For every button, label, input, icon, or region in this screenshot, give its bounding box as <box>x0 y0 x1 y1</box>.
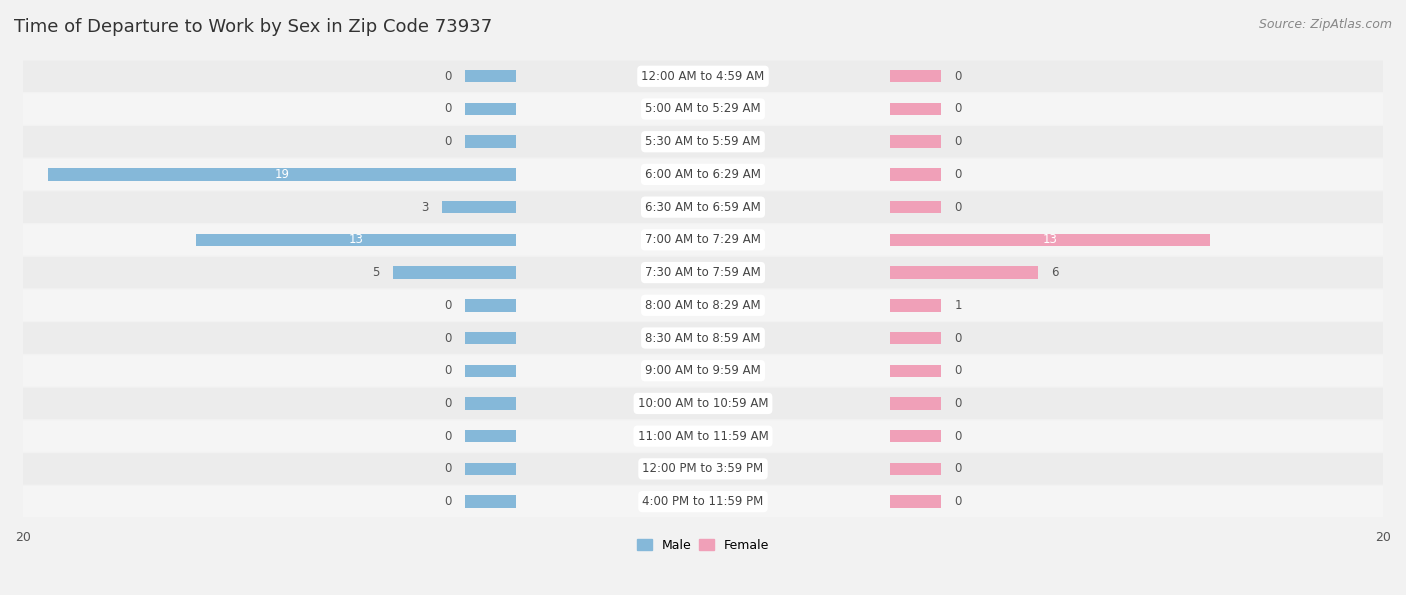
Text: 0: 0 <box>955 495 962 508</box>
Text: 0: 0 <box>444 135 451 148</box>
Bar <box>890 397 941 409</box>
FancyBboxPatch shape <box>6 224 1400 256</box>
Bar <box>890 332 941 345</box>
FancyBboxPatch shape <box>6 421 1400 452</box>
Text: 8:30 AM to 8:59 AM: 8:30 AM to 8:59 AM <box>645 331 761 345</box>
Text: 0: 0 <box>444 102 451 115</box>
Text: 11:00 AM to 11:59 AM: 11:00 AM to 11:59 AM <box>638 430 768 443</box>
Bar <box>890 496 941 508</box>
Text: 5:00 AM to 5:29 AM: 5:00 AM to 5:29 AM <box>645 102 761 115</box>
Text: 0: 0 <box>955 430 962 443</box>
Bar <box>441 201 516 214</box>
Text: 0: 0 <box>955 331 962 345</box>
Text: 0: 0 <box>444 495 451 508</box>
Bar <box>890 463 941 475</box>
Text: 0: 0 <box>444 397 451 410</box>
Text: 13: 13 <box>1043 233 1057 246</box>
Bar <box>890 430 941 442</box>
Text: 12:00 AM to 4:59 AM: 12:00 AM to 4:59 AM <box>641 70 765 83</box>
Text: 0: 0 <box>444 299 451 312</box>
Text: 1: 1 <box>955 299 962 312</box>
Text: 0: 0 <box>444 430 451 443</box>
Bar <box>890 365 941 377</box>
Text: 0: 0 <box>444 70 451 83</box>
Text: 19: 19 <box>274 168 290 181</box>
Legend: Male, Female: Male, Female <box>631 534 775 557</box>
Bar <box>465 103 516 115</box>
Bar <box>890 234 1211 246</box>
FancyBboxPatch shape <box>6 290 1400 321</box>
FancyBboxPatch shape <box>6 453 1400 484</box>
Text: 0: 0 <box>955 397 962 410</box>
FancyBboxPatch shape <box>6 126 1400 158</box>
Bar <box>465 496 516 508</box>
FancyBboxPatch shape <box>6 93 1400 125</box>
Text: 3: 3 <box>420 201 429 214</box>
Bar <box>465 70 516 83</box>
Text: 7:30 AM to 7:59 AM: 7:30 AM to 7:59 AM <box>645 266 761 279</box>
FancyBboxPatch shape <box>6 486 1400 517</box>
Text: 6:00 AM to 6:29 AM: 6:00 AM to 6:29 AM <box>645 168 761 181</box>
Text: 10:00 AM to 10:59 AM: 10:00 AM to 10:59 AM <box>638 397 768 410</box>
FancyBboxPatch shape <box>6 355 1400 386</box>
Bar <box>465 430 516 442</box>
Text: 0: 0 <box>955 462 962 475</box>
Bar <box>392 267 516 279</box>
Bar <box>890 70 941 83</box>
Text: 0: 0 <box>955 364 962 377</box>
Text: 12:00 PM to 3:59 PM: 12:00 PM to 3:59 PM <box>643 462 763 475</box>
Text: 4:00 PM to 11:59 PM: 4:00 PM to 11:59 PM <box>643 495 763 508</box>
FancyBboxPatch shape <box>6 388 1400 419</box>
Bar <box>890 299 941 312</box>
Bar <box>465 365 516 377</box>
Bar <box>465 136 516 148</box>
Text: 0: 0 <box>955 102 962 115</box>
Text: Time of Departure to Work by Sex in Zip Code 73937: Time of Departure to Work by Sex in Zip … <box>14 18 492 36</box>
Bar <box>890 267 1038 279</box>
Bar <box>465 463 516 475</box>
Text: 0: 0 <box>955 201 962 214</box>
FancyBboxPatch shape <box>6 257 1400 289</box>
Bar <box>890 103 941 115</box>
Bar <box>465 397 516 409</box>
Text: 0: 0 <box>444 364 451 377</box>
Text: 0: 0 <box>444 331 451 345</box>
Text: 6:30 AM to 6:59 AM: 6:30 AM to 6:59 AM <box>645 201 761 214</box>
Text: 13: 13 <box>349 233 363 246</box>
Text: 5:30 AM to 5:59 AM: 5:30 AM to 5:59 AM <box>645 135 761 148</box>
Text: 5: 5 <box>371 266 380 279</box>
Text: 0: 0 <box>955 70 962 83</box>
Bar <box>465 299 516 312</box>
FancyBboxPatch shape <box>6 192 1400 223</box>
Text: 7:00 AM to 7:29 AM: 7:00 AM to 7:29 AM <box>645 233 761 246</box>
Bar <box>890 136 941 148</box>
Text: 0: 0 <box>444 462 451 475</box>
Text: 9:00 AM to 9:59 AM: 9:00 AM to 9:59 AM <box>645 364 761 377</box>
Bar <box>48 168 516 181</box>
FancyBboxPatch shape <box>6 322 1400 353</box>
Text: 0: 0 <box>955 168 962 181</box>
FancyBboxPatch shape <box>6 61 1400 92</box>
Text: 0: 0 <box>955 135 962 148</box>
Text: 6: 6 <box>1052 266 1059 279</box>
Bar <box>195 234 516 246</box>
Bar <box>890 201 941 214</box>
Bar <box>890 168 941 181</box>
Bar <box>465 332 516 345</box>
FancyBboxPatch shape <box>6 159 1400 190</box>
Text: Source: ZipAtlas.com: Source: ZipAtlas.com <box>1258 18 1392 31</box>
Text: 8:00 AM to 8:29 AM: 8:00 AM to 8:29 AM <box>645 299 761 312</box>
